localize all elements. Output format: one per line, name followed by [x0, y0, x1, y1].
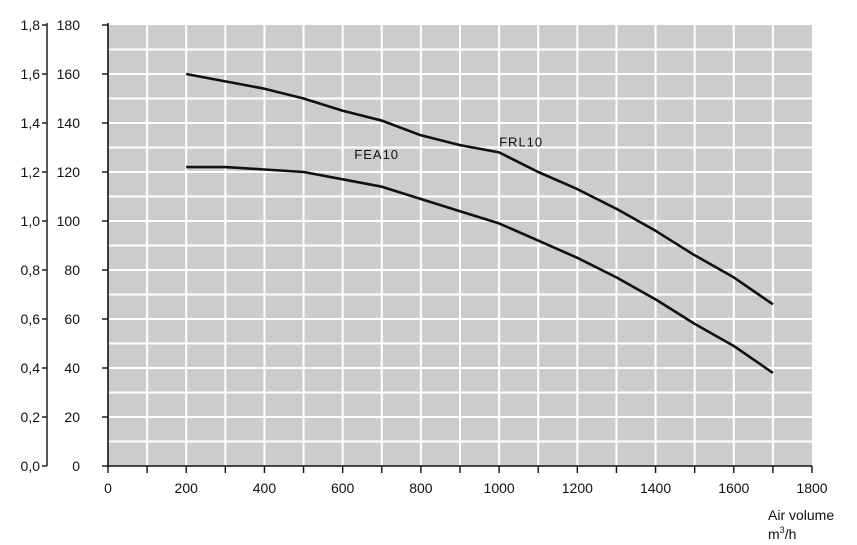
series-label-frl10: FRL10	[499, 134, 543, 149]
y-tick-label: 120	[57, 164, 81, 180]
x-tick-label: 400	[253, 480, 277, 496]
x-axis-label: Air volume	[768, 507, 834, 523]
y2-tick-label: 1,6	[21, 66, 41, 82]
x-tick-label: 0	[104, 480, 112, 496]
y2-tick-label: 0,0	[21, 458, 41, 474]
y2-tick-label: 0,8	[21, 262, 41, 278]
y2-tick-label: 1,2	[21, 164, 41, 180]
series-label-fea10: FEA10	[354, 147, 399, 162]
y2-tick-label: 1,4	[21, 115, 41, 131]
x-tick-label: 1800	[796, 480, 827, 496]
x-tick-label: 1000	[484, 480, 515, 496]
x-tick-label: 1600	[718, 480, 749, 496]
x-tick-label: 600	[331, 480, 355, 496]
y2-tick-label: 1,8	[21, 17, 41, 33]
x-axis-unit: m3/h	[768, 525, 796, 542]
y-tick-label: 20	[64, 409, 80, 425]
y-tick-label: 40	[64, 360, 80, 376]
x-tick-label: 1200	[562, 480, 593, 496]
y-tick-label: 160	[57, 66, 81, 82]
y-tick-label: 80	[64, 262, 80, 278]
y-tick-label: 60	[64, 311, 80, 327]
x-tick-label: 800	[409, 480, 433, 496]
y-tick-label: 140	[57, 115, 81, 131]
y-tick-label: 180	[57, 17, 81, 33]
x-tick-label: 1400	[640, 480, 671, 496]
x-tick-label: 200	[175, 480, 199, 496]
y-tick-label: 100	[57, 213, 81, 229]
y2-tick-label: 0,4	[21, 360, 41, 376]
y2-tick-label: 0,6	[21, 311, 41, 327]
y2-tick-label: 1,0	[21, 213, 41, 229]
y-tick-label: 0	[72, 458, 80, 474]
y2-tick-label: 0,2	[21, 409, 41, 425]
